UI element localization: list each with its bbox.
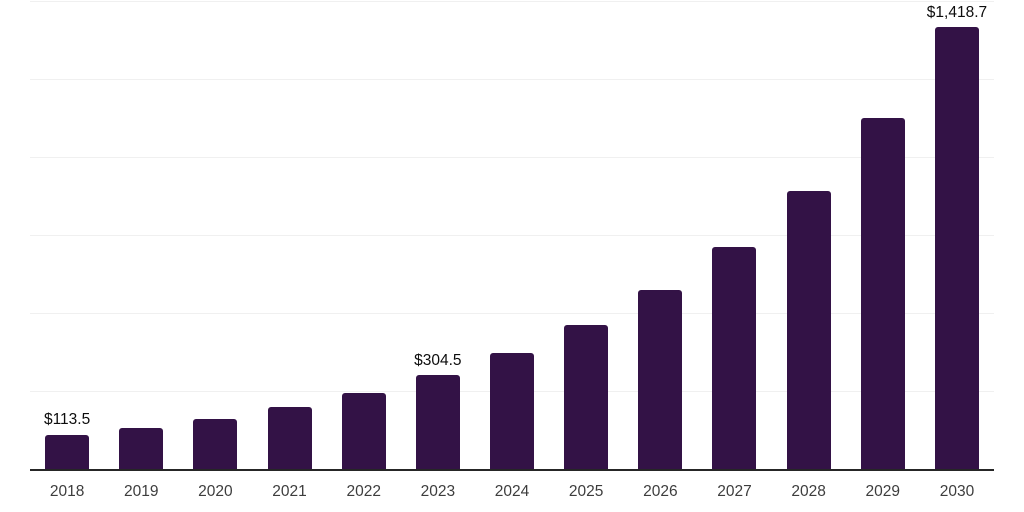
bar-slot-2025 <box>549 2 623 470</box>
bar-2022 <box>341 392 386 470</box>
gridline-750 <box>30 235 994 236</box>
bar-2027 <box>712 247 757 470</box>
x-tick-label-2030: 2030 <box>939 483 975 500</box>
bar-2019 <box>119 427 164 470</box>
bar-slot-2020 <box>178 2 252 470</box>
x-tick-label-2026: 2026 <box>643 483 678 500</box>
x-tick-label-2025: 2025 <box>568 483 604 500</box>
plot-area: $113.5 $304.5 $1,418.7 <box>30 1 994 470</box>
x-tick-label-2023: 2023 <box>420 483 456 500</box>
bar-2020 <box>193 418 238 470</box>
gridline-1250 <box>30 79 994 80</box>
bar-slot-2024 <box>475 2 549 470</box>
bar-slot-2027 <box>697 2 771 470</box>
x-tick-label-2029: 2029 <box>865 483 901 500</box>
x-tick-label-2028: 2028 <box>791 483 826 500</box>
bar-value-label-2030: $1,418.7 <box>926 3 988 21</box>
bar-slot-2029 <box>846 2 920 470</box>
bar-slot-2019 <box>104 2 178 470</box>
bar-2024 <box>490 352 535 470</box>
bar-2030 <box>934 27 979 470</box>
x-tick-label-2018: 2018 <box>49 483 85 500</box>
bar-slot-2018: $113.5 <box>30 2 104 470</box>
bars-container: $113.5 $304.5 $1,418.7 <box>30 2 994 470</box>
bar-2028 <box>786 190 831 470</box>
bar-2026 <box>638 289 683 470</box>
x-tick-label-2019: 2019 <box>123 483 159 500</box>
x-axis-labels: 2018 2019 2020 2021 2022 2023 2024 2025 2026 2027… <box>30 483 994 502</box>
bar-value-label-2023: $304.5 <box>414 351 462 369</box>
bar-2029 <box>860 118 905 470</box>
x-tick-label-2027: 2027 <box>717 483 752 500</box>
x-axis-line <box>30 469 994 471</box>
gridline-1500 <box>30 1 994 2</box>
x-tick-label-2022: 2022 <box>346 483 381 500</box>
bar-2021 <box>267 406 312 470</box>
bar-slot-2023: $304.5 <box>401 2 475 470</box>
bar-slot-2028 <box>772 2 846 470</box>
gridline-500 <box>30 313 994 314</box>
bar-slot-2030: $1,418.7 <box>920 2 994 470</box>
bar-value-label-2018: $113.5 <box>43 411 91 429</box>
bar-slot-2026 <box>623 2 697 470</box>
bar-2025 <box>564 324 609 470</box>
x-tick-label-2024: 2024 <box>494 483 530 500</box>
x-tick-label-2020: 2020 <box>198 483 233 500</box>
bar-slot-2021 <box>252 2 326 470</box>
bar-2018 <box>45 434 90 470</box>
bar-slot-2022 <box>327 2 401 470</box>
bar-2023 <box>415 375 460 470</box>
x-tick-label-2021: 2021 <box>272 483 307 500</box>
gridline-1000 <box>30 157 994 158</box>
